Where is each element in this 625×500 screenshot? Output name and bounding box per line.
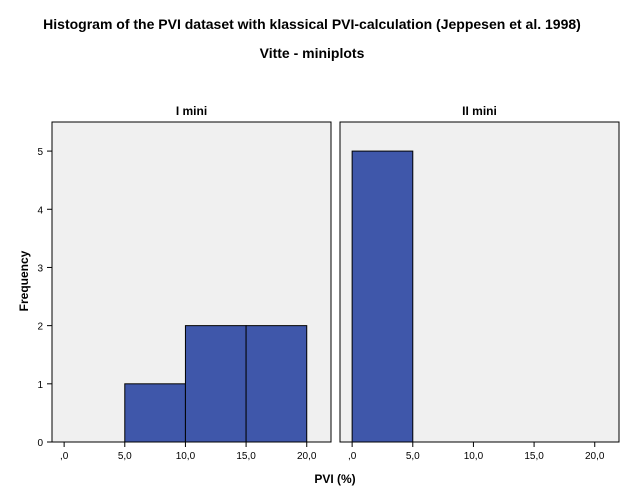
y-tick-label: 5 [37, 147, 43, 158]
y-tick-label: 0 [37, 438, 43, 449]
y-tick-label: 4 [37, 205, 43, 216]
panels: I mini ,0 5,0 10,0 15,0 20,0 0 1 2 3 4 5 II mini ,0 5,… [37, 104, 620, 462]
panel-title: II mini [462, 104, 497, 118]
panel-1: I mini ,0 5,0 10,0 15,0 20,0 0 1 2 3 4 5 [37, 104, 332, 462]
x-tick-label: 15,0 [524, 451, 544, 462]
chart-title: Histogram of the PVI dataset with klassi… [43, 16, 581, 32]
x-tick-label: 10,0 [464, 451, 484, 462]
panel-2: II mini ,0 5,0 10,0 15,0 20,0 [339, 104, 620, 462]
histogram-bar [351, 150, 414, 443]
y-tick-label: 1 [37, 380, 43, 391]
y-axis-label: Frequency [17, 250, 31, 311]
y-tick-label: 2 [37, 322, 43, 333]
histogram-bar [184, 325, 247, 443]
x-tick-label: 5,0 [406, 451, 420, 462]
histogram-bar [245, 325, 308, 443]
x-axis-label: PVI (%) [314, 472, 355, 486]
x-tick-label: ,0 [60, 451, 69, 462]
x-tick-label: 10,0 [176, 451, 196, 462]
y-tick-label: 3 [37, 263, 43, 274]
chart-subtitle: Vitte - miniplots [260, 45, 365, 61]
x-tick-label: 15,0 [236, 451, 256, 462]
x-tick-label: ,0 [348, 451, 357, 462]
panel-title: I mini [176, 104, 207, 118]
x-tick-label: 20,0 [297, 451, 317, 462]
x-tick-label: 5,0 [118, 451, 132, 462]
histogram-bar [124, 383, 186, 443]
x-tick-label: 20,0 [585, 451, 605, 462]
